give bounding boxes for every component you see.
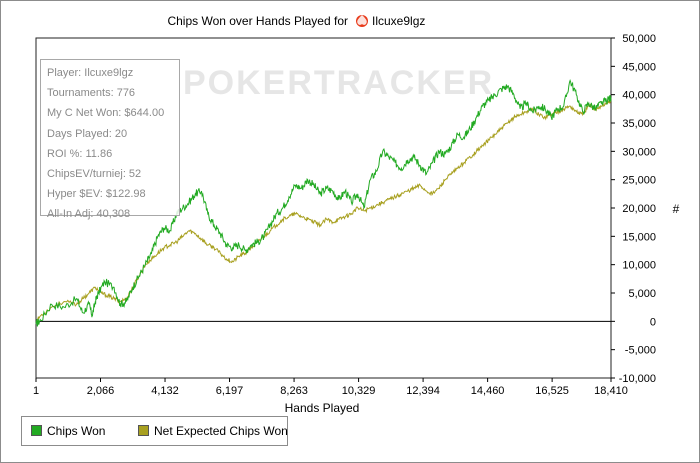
title-icon-spade — [357, 15, 367, 25]
chart-title-player: Ilcuxe9lgz — [372, 14, 425, 28]
y-axis-ticks: -10,000 -5,000 0 5,000 10,000 15,000 20,000 25,… — [611, 33, 656, 385]
x-axis-ticks: 1 2,066 4,132 6,197 8,263 10,329 12,394 14,460 1… — [33, 378, 628, 397]
x-tick-label: 12,394 — [406, 385, 440, 397]
info-player: Player: Ilcuxe9lgz — [47, 67, 134, 79]
y-tick-label: 25,000 — [622, 175, 656, 187]
y-tick-label: -10,000 — [619, 373, 656, 385]
x-axis-label: Hands Played — [285, 401, 360, 415]
x-tick-label: 14,460 — [471, 385, 505, 397]
series-line-chips-won — [35, 78, 612, 327]
x-tick-label: 6,197 — [216, 385, 244, 397]
y-tick-label: 50,000 — [622, 33, 656, 45]
info-days-played: Days Played: 20 — [47, 127, 128, 140]
poker-spade-icon — [356, 15, 368, 27]
chart-title: Chips Won over Hands Played for — [167, 14, 348, 28]
legend-item-net-expected[interactable]: Net Expected Chips Won — [138, 424, 288, 438]
y-tick-label: 10,000 — [622, 260, 656, 272]
info-net-won: My C Net Won: $644.00 — [47, 107, 165, 120]
y-tick-label: 35,000 — [622, 118, 656, 130]
y-tick-label: 30,000 — [622, 146, 656, 158]
info-allin-adj: All-In Adj: 40,308 — [47, 208, 131, 221]
y-tick-label: 40,000 — [622, 90, 656, 102]
info-tournaments: Tournaments: 776 — [47, 87, 136, 100]
y-tick-label: 45,000 — [622, 61, 656, 73]
x-tick-label: 8,263 — [280, 385, 308, 397]
y-axis-label: # — [673, 202, 680, 216]
pokertracker-watermark: POKERTRACKER — [183, 64, 495, 102]
x-tick-label: 10,329 — [342, 385, 376, 397]
x-tick-label: 18,410 — [594, 385, 628, 397]
y-tick-label: -5,000 — [625, 345, 656, 357]
info-chips-ev: ChipsEV/turniej: 52 — [47, 168, 142, 181]
y-tick-label: 20,000 — [622, 203, 656, 215]
y-tick-label: 0 — [650, 316, 656, 328]
legend-item-chips-won[interactable]: Chips Won — [31, 424, 105, 438]
legend-label: Chips Won — [47, 424, 106, 438]
x-tick-label: 1 — [33, 385, 39, 397]
legend-label: Net Expected Chips Won — [154, 424, 288, 438]
series-layer — [35, 78, 612, 327]
legend-swatch-net-expected — [138, 425, 149, 436]
x-tick-label: 4,132 — [151, 385, 179, 397]
x-tick-label: 2,066 — [87, 385, 115, 397]
info-roi: ROI %: 11.86 — [47, 147, 113, 160]
player-info-box: Player: Ilcuxe9lgz Tournaments: 776 My C… — [40, 59, 180, 220]
x-tick-label: 16,525 — [535, 385, 569, 397]
y-tick-label: 15,000 — [622, 231, 656, 243]
info-hyper-ev: Hyper $EV: $122.98 — [47, 188, 146, 201]
chart-legend: Chips Won Net Expected Chips Won — [21, 416, 288, 446]
legend-swatch-chips-won — [31, 425, 42, 436]
y-tick-label: 5,000 — [628, 288, 656, 300]
